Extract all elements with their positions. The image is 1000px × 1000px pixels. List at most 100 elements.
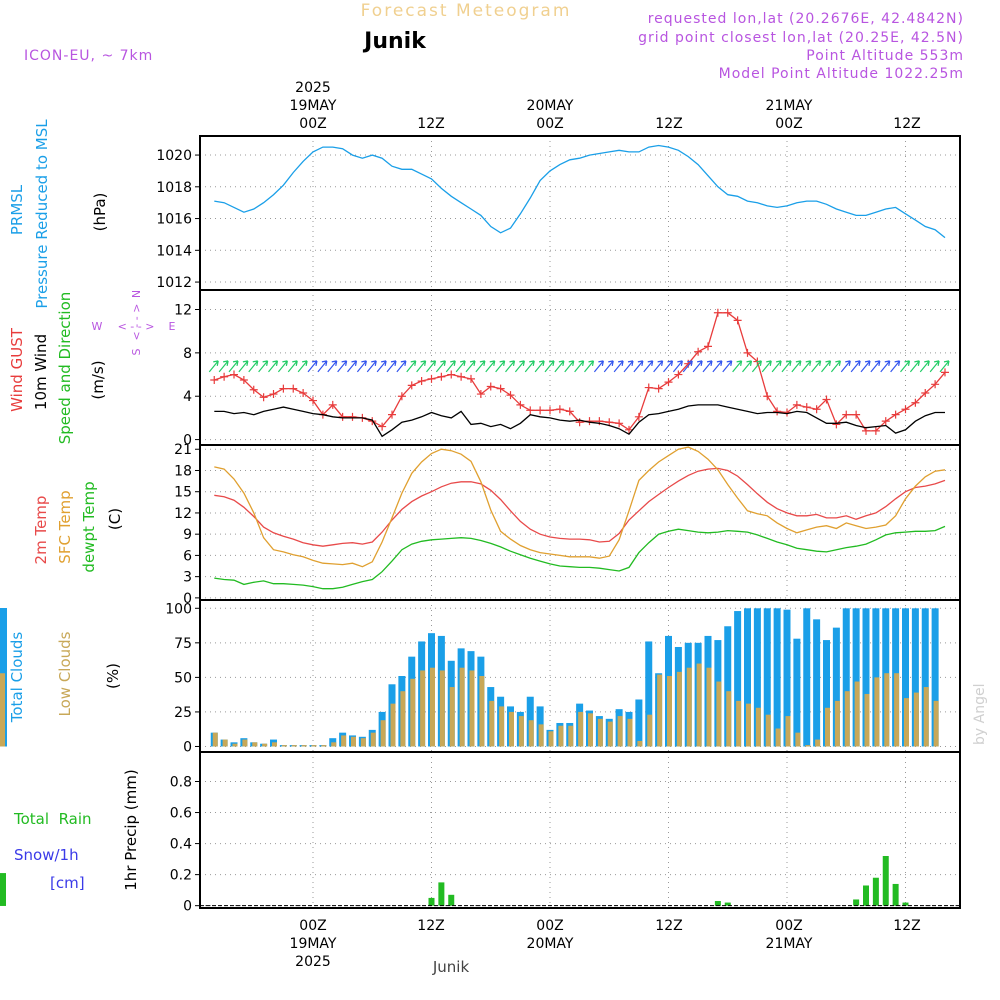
gust-marker-21 xyxy=(417,377,426,386)
precip-labels: Total Rain Snow/1h [cm] 1hr Precip (mm) xyxy=(13,769,140,892)
total-cloud-bar-73 xyxy=(931,608,939,747)
low-cloud-bar-19 xyxy=(400,691,406,747)
gust-marker-57 xyxy=(773,407,782,416)
low-cloud-bar-48 xyxy=(686,667,692,747)
plot-area: 1012101410161018102004812036912151821025… xyxy=(0,135,961,915)
gust-marker-35 xyxy=(555,405,564,414)
wind-arrow-17 xyxy=(376,360,387,373)
bottom-year: 2025 xyxy=(295,954,331,970)
wind-arrow-57 xyxy=(771,360,782,373)
precipitation-ytick-label-0: 0 xyxy=(183,899,192,915)
low-cloud-bar-59 xyxy=(795,732,801,747)
low-cloud-bar-70 xyxy=(904,698,909,747)
total-cloud-bar-70 xyxy=(902,608,909,747)
temperature-labels: 2m Temp SFC Temp dewpt Temp (C) xyxy=(32,481,124,572)
low-cloud-bar-2 xyxy=(232,743,238,747)
total-cloud-bar-53 xyxy=(734,611,742,747)
wind-arrow-10 xyxy=(307,360,318,373)
wind-arrow-42 xyxy=(623,360,634,373)
top-day-2: 20MAY xyxy=(527,98,574,114)
panel-clouds: 0 25 50 75 100 xyxy=(0,599,961,755)
wind-arrow-24 xyxy=(445,360,456,373)
compass-south: S xyxy=(130,348,143,355)
temp-label-1: 2m Temp xyxy=(32,496,50,565)
low-cloud-bar-1 xyxy=(222,739,228,747)
compass-icon: N < - - > S W < - - > E xyxy=(92,290,176,356)
low-cloud-bar-58 xyxy=(785,716,791,747)
total-cloud-bar-57 xyxy=(773,608,781,747)
gust-marker-8 xyxy=(289,384,298,393)
temperature-ytick-label-4: 12 xyxy=(174,506,192,522)
low-cloud-bar-36 xyxy=(568,725,574,747)
low-cloud-bar-8 xyxy=(291,745,297,747)
compass-west: W xyxy=(92,320,103,333)
temperature-series-0 xyxy=(214,467,946,547)
gust-marker-12 xyxy=(328,400,337,409)
wind-arrow-43 xyxy=(633,360,644,373)
wind-label-3: Speed and Direction xyxy=(56,292,74,445)
clouds-ytick-label-4: 100 xyxy=(165,601,192,617)
low-cloud-bar-68 xyxy=(884,673,890,747)
clouds-ytick-label-0: 0 xyxy=(183,739,192,755)
gust-marker-26 xyxy=(467,374,475,383)
wind-arrow-72 xyxy=(919,360,930,373)
gust-marker-44 xyxy=(644,383,653,392)
pressure-label-1: PRMSL xyxy=(8,184,26,235)
wind-arrow-52 xyxy=(722,360,733,373)
gridpoint-coords: grid point closest lon,lat (20.25E, 42.5… xyxy=(638,30,964,46)
wind-arrow-54 xyxy=(742,360,753,373)
low-cloud-bar-17 xyxy=(380,720,386,747)
total-cloud-bar-44 xyxy=(645,641,653,747)
gust-marker-63 xyxy=(832,420,841,429)
wind-ytick-label-0: 0 xyxy=(183,433,192,449)
gust-marker-3 xyxy=(239,375,248,384)
rain-bar-24 xyxy=(448,894,455,906)
low-cloud-bar-13 xyxy=(341,735,347,747)
gust-marker-56 xyxy=(763,392,772,401)
low-cloud-bar-28 xyxy=(489,700,495,747)
low-cloud-bar-66 xyxy=(864,693,870,747)
clouds-ytick-label-2: 50 xyxy=(174,670,192,686)
low-cloud-bar-4 xyxy=(252,742,258,747)
gust-marker-43 xyxy=(634,412,643,421)
low-cloud-bar-73 xyxy=(933,700,939,747)
bottom-time-1: 00Z xyxy=(299,918,326,934)
gust-marker-53 xyxy=(733,316,742,325)
gust-marker-29 xyxy=(496,384,505,393)
wind-arrow-61 xyxy=(811,360,822,373)
low-cloud-bar-67 xyxy=(874,677,880,747)
temperature-ytick-label-3: 9 xyxy=(183,527,192,543)
gust-marker-73 xyxy=(931,380,940,389)
low-cloud-bar-20 xyxy=(410,678,416,747)
top-time-4: 12Z xyxy=(655,116,682,132)
wind-label-2: 10m Wind xyxy=(32,334,50,410)
gust-marker-61 xyxy=(812,405,821,414)
wind-arrow-35 xyxy=(554,360,565,373)
wind-labels: Wind GUST 10m Wind Speed and Direction (… xyxy=(8,290,176,444)
gust-marker-5 xyxy=(259,393,268,402)
wind-arrow-51 xyxy=(712,360,723,373)
panel-precipitation: 0 0.2 0.4 0.6 0.8 xyxy=(0,751,961,915)
bottom-day-3: 21MAY xyxy=(766,936,813,952)
panel-pressure: 1012 1014 1016 1018 1020 xyxy=(156,135,961,291)
gust-marker-74 xyxy=(941,368,949,377)
gust-marker-64 xyxy=(842,410,851,419)
bottom-time-axis: 00Z 12Z 00Z 12Z 00Z 12Z 19MAY 20MAY 21MA… xyxy=(290,918,921,970)
low-cloud-bar-9 xyxy=(301,745,307,747)
top-day-1: 19MAY xyxy=(290,98,337,114)
pressure-series-0 xyxy=(214,144,946,239)
pressure-unit: (hPa) xyxy=(91,193,109,232)
rain-bar-85 xyxy=(0,873,6,906)
wind-arrow-13 xyxy=(337,360,348,373)
gust-marker-71 xyxy=(911,398,920,407)
low-cloud-bar-42 xyxy=(627,718,633,747)
panel-temperature: 0 3 6 9 12 15 18 21 xyxy=(174,442,961,607)
wind-arrow-67 xyxy=(870,360,881,373)
wind-ytick-label-1: 4 xyxy=(183,389,192,405)
low-cloud-bar-30 xyxy=(509,711,514,747)
gust-marker-72 xyxy=(921,388,930,397)
wind-arrow-31 xyxy=(514,360,525,373)
wind-arrow-27 xyxy=(475,360,486,373)
gust-marker-34 xyxy=(546,406,554,415)
